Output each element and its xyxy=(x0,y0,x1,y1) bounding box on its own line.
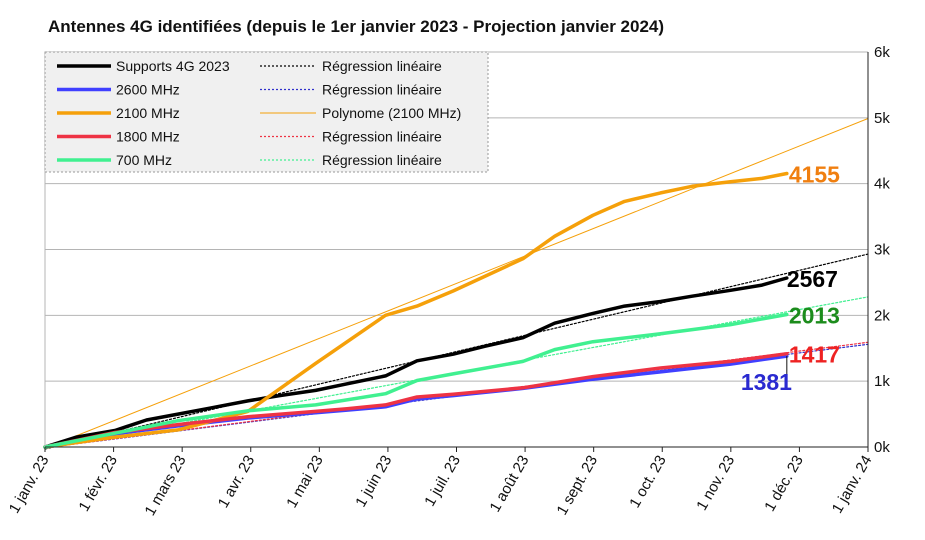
legend-label: 1800 MHz xyxy=(116,129,180,145)
legend-label: Régression linéaire xyxy=(322,82,442,98)
end-value-label: 1417 xyxy=(789,342,840,368)
y-tick-label: 6k xyxy=(874,44,890,61)
legend-label: Supports 4G 2023 xyxy=(116,58,230,74)
series-line-4 xyxy=(43,312,789,449)
y-tick-label: 1k xyxy=(874,373,890,390)
legend-label: Régression linéaire xyxy=(322,129,442,145)
series-line-0 xyxy=(43,276,789,449)
legend-label: Régression linéaire xyxy=(322,152,442,168)
x-tick-label: 1 juil. 23 xyxy=(421,453,464,510)
y-tick-label: 0k xyxy=(874,439,890,456)
legend-label: 700 MHz xyxy=(116,152,172,168)
x-tick-label: 1 oct. 23 xyxy=(626,453,669,511)
x-tick-label: 1 mai 23 xyxy=(283,453,326,511)
x-tick-label: 1 mars 23 xyxy=(142,453,190,519)
legend-label: 2100 MHz xyxy=(116,105,180,121)
end-value-label: 2013 xyxy=(789,302,840,328)
x-tick-label: 1 nov. 23 xyxy=(693,453,738,514)
chart-title: Antennes 4G identifiées (depuis le 1er j… xyxy=(48,17,664,36)
x-tick-label: 1 déc. 23 xyxy=(761,453,807,515)
end-labels: 2567 1381 4155 1417 2013 xyxy=(741,161,840,395)
end-value-label: 2567 xyxy=(787,266,838,292)
x-tick-label: 1 août 23 xyxy=(487,453,533,516)
end-value-label: 1381 xyxy=(741,369,792,395)
x-tick-label: 1 janv. 23 xyxy=(6,453,53,517)
legend-label: Régression linéaire xyxy=(322,58,442,74)
y-tick-label: 3k xyxy=(874,242,890,259)
end-value-label: 4155 xyxy=(789,161,840,187)
x-tick-label: 1 sept. 23 xyxy=(553,453,601,519)
series-line-3 xyxy=(43,351,789,449)
legend-label: Polynome (2100 MHz) xyxy=(322,105,461,121)
x-tick-label: 1 janv. 24 xyxy=(829,453,876,517)
legend: Supports 4G 2023 2600 MHz 2100 MHz 1800 MHz… xyxy=(44,51,489,173)
x-tick-label: 1 juin 23 xyxy=(352,453,395,511)
legend-label: 2600 MHz xyxy=(116,82,180,98)
series-line-2 xyxy=(43,171,789,449)
y-tick-label: 5k xyxy=(874,110,890,127)
y-tick-label: 4k xyxy=(874,176,890,193)
x-tick-label: 1 avr. 23 xyxy=(215,453,258,511)
trendline-5 xyxy=(44,253,869,450)
trendline-7 xyxy=(44,118,869,449)
y-tick-label: 2k xyxy=(874,307,890,324)
legend-box xyxy=(44,51,489,173)
x-tick-label: 1 févr. 23 xyxy=(75,453,121,515)
series-lines xyxy=(43,171,789,449)
